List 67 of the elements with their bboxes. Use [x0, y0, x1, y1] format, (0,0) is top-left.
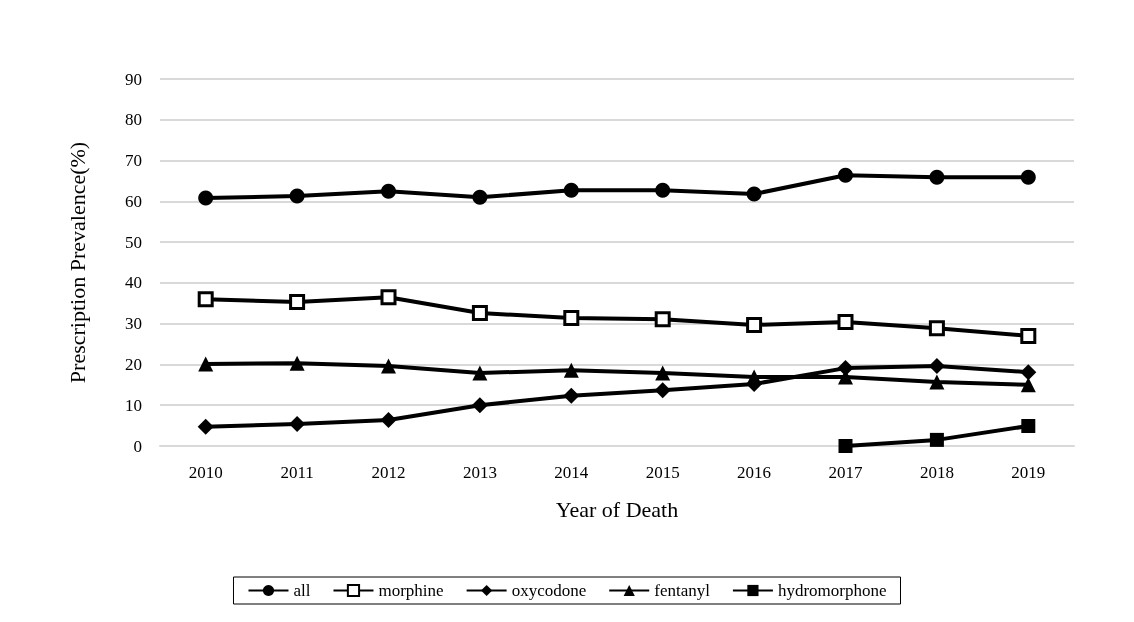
point	[289, 188, 305, 204]
point	[1020, 169, 1036, 185]
x-tick-label: 2014	[554, 463, 589, 482]
point	[381, 358, 396, 374]
point	[929, 432, 944, 447]
legend-label: hydromorphone	[777, 581, 887, 600]
point	[928, 320, 945, 337]
x-tick-label: 2010	[188, 463, 223, 482]
point	[654, 311, 671, 328]
point	[1021, 419, 1036, 434]
y-tick-label: 20	[125, 354, 142, 374]
x-tick-label: 2016	[737, 463, 772, 482]
point	[563, 362, 579, 378]
point	[838, 167, 853, 183]
x-tick-label: 2015	[645, 463, 680, 482]
point	[197, 291, 214, 308]
point	[563, 309, 580, 326]
y-tick-label: 70	[125, 151, 142, 171]
x-tick-label: 2019	[1011, 463, 1046, 482]
point	[471, 305, 488, 322]
point	[380, 411, 397, 428]
point	[563, 387, 580, 404]
point	[1020, 364, 1037, 381]
point	[381, 183, 396, 199]
x-tick-label: 2017	[828, 463, 863, 482]
y-tick-label: 90	[125, 69, 142, 89]
point	[654, 382, 671, 399]
point	[198, 190, 214, 206]
legend-label: fentanyl	[654, 581, 711, 600]
x-axis-title: Year of Death	[555, 496, 679, 522]
point	[929, 374, 945, 390]
legend-label: morphine	[378, 581, 444, 600]
y-tick-label: 0	[133, 436, 142, 456]
x-tick-label: 2012	[371, 463, 406, 482]
point	[198, 356, 214, 372]
point	[746, 369, 762, 385]
y-axis-title: Prescription Prevalence(%)	[64, 141, 90, 384]
point	[929, 169, 945, 185]
point	[563, 182, 579, 198]
point	[197, 418, 214, 435]
point	[655, 182, 671, 198]
point	[289, 294, 306, 311]
legend-label: oxycodone	[511, 581, 587, 600]
point	[655, 365, 671, 381]
point	[837, 314, 854, 331]
point	[838, 439, 853, 453]
point	[471, 397, 488, 414]
x-tick-label: 2013	[462, 463, 497, 482]
legend-label: all	[293, 581, 311, 600]
point	[289, 415, 306, 432]
point	[1020, 327, 1037, 344]
point	[380, 289, 397, 306]
x-tick-label: 2018	[919, 463, 954, 482]
y-tick-label: 30	[125, 314, 142, 334]
point	[472, 365, 488, 381]
point	[472, 189, 488, 205]
point	[1020, 377, 1036, 393]
point	[289, 355, 305, 371]
y-tick-label: 10	[125, 395, 142, 415]
y-tick-label: 60	[125, 191, 142, 211]
y-tick-label: 80	[125, 110, 142, 130]
y-tick-label: 50	[125, 232, 142, 252]
point	[928, 358, 945, 375]
y-tick-label: 40	[125, 273, 142, 293]
point	[746, 186, 762, 202]
x-tick-label: 2011	[280, 463, 314, 482]
point	[746, 316, 763, 333]
